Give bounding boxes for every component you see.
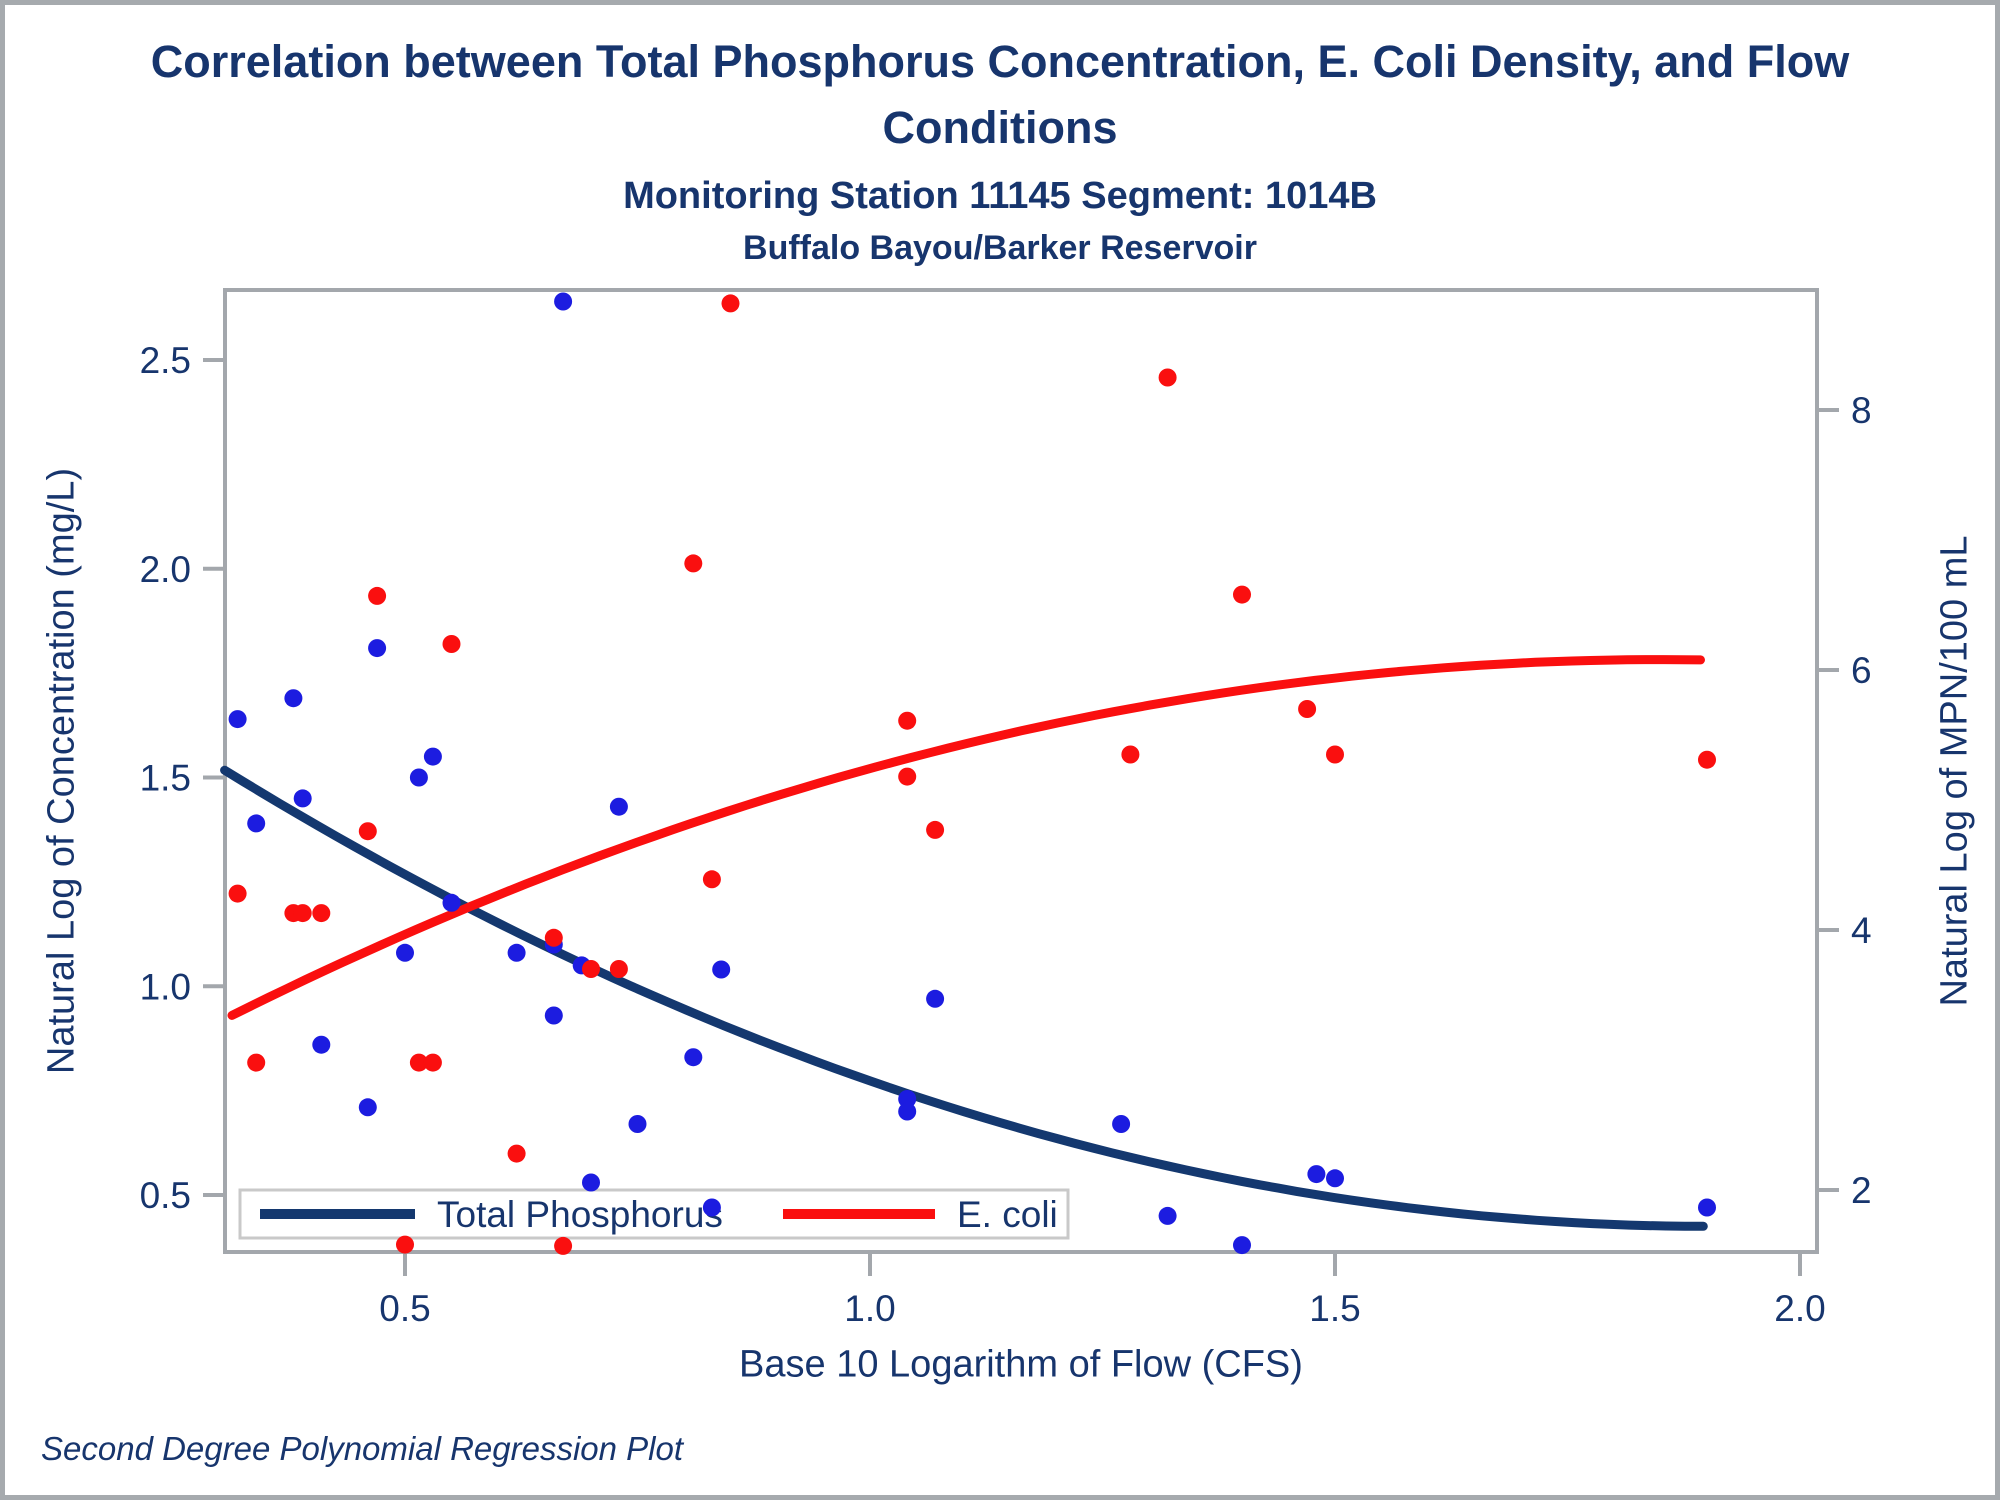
curve-total-phosphorus	[220, 765, 1708, 1231]
point-e-coli	[312, 904, 331, 923]
point-total-phosphorus	[544, 1006, 563, 1025]
svg-text:0.5: 0.5	[379, 1288, 430, 1329]
point-total-phosphorus	[684, 1048, 703, 1067]
point-total-phosphorus	[898, 1090, 917, 1108]
point-total-phosphorus	[247, 814, 266, 833]
point-e-coli	[1298, 700, 1317, 718]
point-total-phosphorus	[1233, 1236, 1251, 1255]
svg-text:2.5: 2.5	[140, 340, 191, 381]
svg-text:1.5: 1.5	[1309, 1288, 1360, 1329]
point-total-phosphorus	[609, 797, 628, 816]
point-e-coli	[228, 884, 247, 903]
point-e-coli	[609, 960, 628, 978]
point-e-coli	[442, 635, 461, 653]
chart-header: Correlation between Total Phosphorus Con…	[5, 29, 1995, 271]
point-e-coli	[721, 294, 740, 313]
point-total-phosphorus	[396, 943, 414, 962]
point-total-phosphorus	[228, 710, 247, 729]
plot-canvas: 0.5 1.0 1.5 2.0 2.5 2 4 6 8 0.5 1.0 1.5 2.0 Total Ph…	[140, 288, 1872, 1329]
point-e-coli	[898, 711, 917, 730]
legend: Total Phosphorus E. coli	[238, 1188, 1070, 1240]
point-e-coli	[1233, 585, 1251, 604]
chart-title-line1: Correlation between Total Phosphorus Con…	[150, 36, 1850, 87]
point-total-phosphorus	[284, 689, 303, 708]
point-total-phosphorus	[368, 639, 387, 658]
svg-text:1.0: 1.0	[844, 1288, 895, 1329]
legend-label-e-coli: E. coli	[957, 1194, 1058, 1235]
point-e-coli	[898, 767, 917, 786]
point-e-coli	[1326, 745, 1344, 764]
plot-area-border	[223, 288, 1819, 1254]
point-e-coli	[684, 554, 703, 573]
point-e-coli	[554, 1236, 573, 1255]
point-total-phosphorus	[423, 747, 442, 766]
point-e-coli	[368, 586, 387, 605]
point-e-coli	[293, 904, 312, 923]
point-total-phosphorus	[926, 989, 945, 1008]
point-total-phosphorus	[1307, 1165, 1326, 1184]
point-e-coli	[1698, 750, 1716, 769]
point-total-phosphorus	[1112, 1115, 1131, 1133]
point-total-phosphorus	[898, 1102, 917, 1121]
point-total-phosphorus	[554, 292, 573, 311]
point-total-phosphorus	[507, 943, 526, 962]
point-e-coli	[1158, 368, 1177, 387]
chart-title-line2: Conditions	[882, 102, 1118, 153]
point-e-coli	[396, 1235, 414, 1254]
point-e-coli	[544, 928, 563, 947]
point-e-coli	[702, 870, 721, 889]
point-e-coli	[423, 1053, 442, 1072]
chart-subtitle-station: Monitoring Station 11145 Segment: 1014B	[623, 175, 1377, 217]
svg-text:0.5: 0.5	[140, 1175, 191, 1216]
svg-text:1.0: 1.0	[140, 966, 191, 1007]
point-e-coli	[247, 1053, 266, 1072]
curve-e-coli	[227, 655, 1705, 1020]
axis-ticks	[203, 358, 1839, 1276]
regression-curves	[220, 655, 1708, 1231]
point-total-phosphorus	[312, 1035, 331, 1054]
point-e-coli	[358, 822, 377, 841]
svg-text:2: 2	[1851, 1170, 1872, 1211]
point-e-coli	[409, 1053, 428, 1072]
scatter-points	[228, 292, 1716, 1255]
point-total-phosphorus	[1698, 1198, 1716, 1217]
svg-text:2.0: 2.0	[140, 549, 191, 590]
point-total-phosphorus	[582, 1173, 600, 1192]
chart-footnote: Second Degree Polynomial Regression Plot	[41, 1430, 684, 1467]
point-e-coli	[582, 960, 600, 978]
point-total-phosphorus	[409, 768, 428, 787]
svg-text:8: 8	[1851, 390, 1872, 431]
point-total-phosphorus	[1158, 1206, 1177, 1225]
point-total-phosphorus	[712, 960, 731, 979]
left-axis-title: Natural Log of Concentration (mg/L)	[40, 467, 83, 1075]
point-total-phosphorus	[293, 789, 312, 808]
point-e-coli	[507, 1144, 526, 1163]
legend-label-total-phosphorus: Total Phosphorus	[437, 1194, 723, 1235]
point-total-phosphorus	[702, 1198, 721, 1217]
x-axis-title: Base 10 Logarithm of Flow (CFS)	[739, 1343, 1303, 1386]
point-total-phosphorus	[628, 1115, 647, 1133]
svg-text:2.0: 2.0	[1774, 1288, 1825, 1329]
svg-text:6: 6	[1851, 650, 1872, 691]
svg-text:4: 4	[1851, 910, 1872, 951]
point-e-coli	[926, 820, 945, 839]
point-total-phosphorus	[442, 893, 461, 912]
chart-subtitle-waterbody: Buffalo Bayou/Barker Reservoir	[743, 229, 1257, 267]
axis-tick-labels: 0.5 1.0 1.5 2.0 2.5 2 4 6 8 0.5 1.0 1.5 2.0	[140, 340, 1872, 1329]
right-axis-title: Natural Log of MPN/100 mL	[1933, 535, 1976, 1007]
point-total-phosphorus	[358, 1098, 377, 1117]
point-e-coli	[1121, 745, 1140, 764]
point-total-phosphorus	[1326, 1169, 1344, 1188]
svg-text:1.5: 1.5	[140, 758, 191, 799]
